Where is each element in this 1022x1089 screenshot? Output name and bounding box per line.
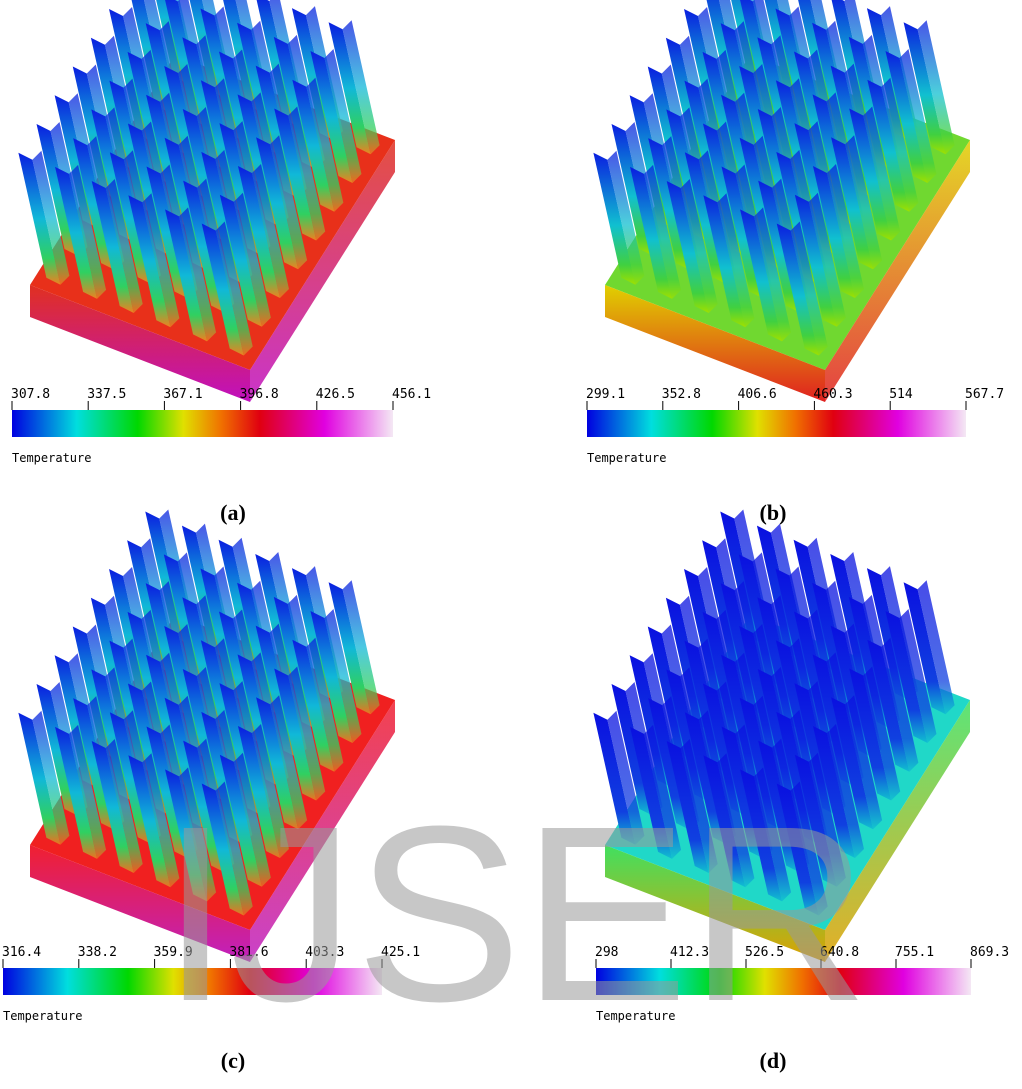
colorbar-tick-label: 869.3	[970, 945, 1009, 960]
watermark: IJSER	[161, 774, 870, 1053]
colorbar-tick-label: 352.8	[662, 387, 701, 402]
colorbar-tick-label: 367.1	[163, 387, 202, 402]
colorbar-tick-label: 406.6	[738, 387, 777, 402]
colorbar-tick-label: 567.7	[965, 387, 1004, 402]
colorbar	[12, 410, 393, 437]
colorbar-tick-label: 316.4	[2, 945, 41, 960]
colorbar-tick-label: 426.5	[316, 387, 355, 402]
colorbar-tick-label: 514	[889, 387, 913, 402]
panel: 299.1 352.8 406.6 460.3 514 567.7 Temperature (…	[586, 0, 1004, 525]
colorbar-title: Temperature	[587, 451, 666, 465]
panel: 307.8 337.5 367.1 396.8 426.5 456.1 Temperatur…	[11, 0, 431, 525]
panel-caption: (a)	[220, 500, 246, 525]
colorbar-tick-label: 456.1	[392, 387, 431, 402]
colorbar-tick-label: 755.1	[895, 945, 934, 960]
colorbar	[587, 410, 966, 437]
colorbar-tick-label: 460.3	[813, 387, 852, 402]
panel-caption: (b)	[760, 500, 787, 525]
colorbar-title: Temperature	[3, 1009, 82, 1023]
colorbar-tick-label: 299.1	[586, 387, 625, 402]
colorbar-tick-label: 338.2	[78, 945, 117, 960]
colorbar-tick-label: 307.8	[11, 387, 50, 402]
colorbar-tick-label: 337.5	[87, 387, 126, 402]
figure: 307.8 337.5 367.1 396.8 426.5 456.1 Temperatur…	[0, 0, 1022, 1089]
colorbar-title: Temperature	[12, 451, 91, 465]
colorbar-tick-label: 396.8	[240, 387, 279, 402]
